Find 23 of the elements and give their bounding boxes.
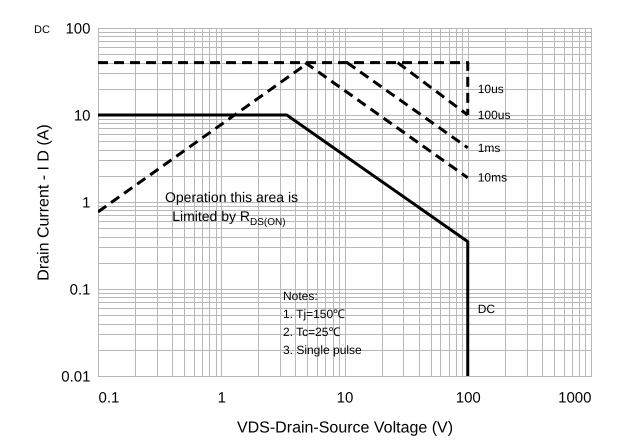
- series-label: 1ms: [478, 140, 500, 155]
- y-tick-label: 0.01: [61, 368, 90, 386]
- series-label: 10us: [478, 82, 504, 96]
- x-tick-label: 0.1: [98, 390, 120, 406]
- annotation: 2. Tc=25℃: [283, 325, 340, 339]
- text: DC: [34, 24, 50, 36]
- x-axis-title: VDS-Drain-Source Voltage (V): [236, 420, 454, 436]
- annotation: 1. Tj=150℃: [283, 307, 346, 321]
- x-tick-label: 10: [336, 390, 354, 406]
- y-tick-label: 100: [65, 20, 90, 38]
- x-tick-label: 1: [218, 390, 226, 406]
- x-tick-label: 100: [456, 390, 481, 406]
- annotation: Notes:: [283, 289, 318, 303]
- y-tick-label: 0.1: [70, 282, 90, 298]
- series-label: DC: [478, 302, 496, 316]
- y-axis-title: Drain Current - I D (A): [35, 124, 52, 281]
- annotation: Operation this area is: [165, 189, 298, 205]
- y-tick-label: 1: [82, 194, 90, 212]
- series-label: 10ms: [478, 170, 508, 185]
- annotation: 3. Single pulse: [283, 343, 362, 357]
- series-label: 100us: [478, 108, 510, 122]
- x-tick-label: 1000: [558, 390, 592, 406]
- y-tick-label: 10: [74, 108, 90, 124]
